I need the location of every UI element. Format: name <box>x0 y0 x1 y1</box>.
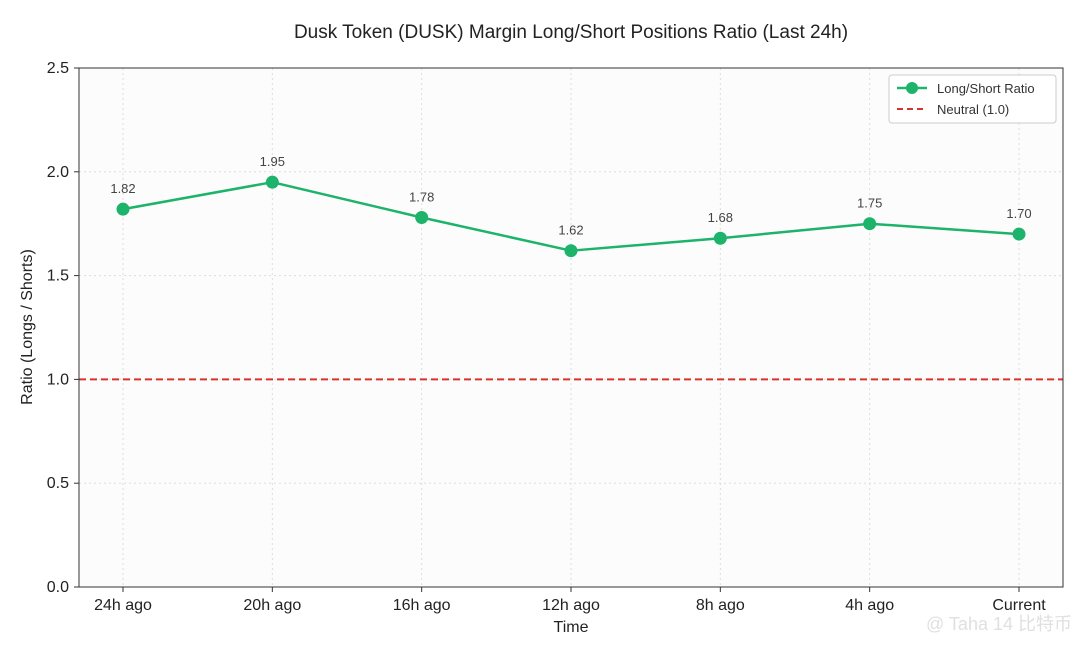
y-axis-ticks: 0.0 0.5 1.0 1.5 2.0 2.5 <box>47 60 79 596</box>
legend-neutral-label: Neutral (1.0) <box>937 102 1009 117</box>
legend: Long/Short Ratio Neutral (1.0) <box>888 74 1057 124</box>
y-tick-label: 2.5 <box>47 60 69 77</box>
data-label: 1.75 <box>857 196 882 211</box>
data-label: 1.95 <box>260 154 285 169</box>
data-point <box>415 210 429 224</box>
chart-title: Dusk Token (DUSK) Margin Long/Short Posi… <box>294 22 848 43</box>
data-point <box>713 231 727 245</box>
series-layer: 1.82 1.95 1.78 1.62 1.68 1.75 1.70 <box>110 154 1032 258</box>
data-point <box>265 175 279 189</box>
data-point <box>1012 227 1026 241</box>
plot-frame <box>78 67 1064 588</box>
legend-series-label: Long/Short Ratio <box>937 81 1035 96</box>
y-tick-label: 0.5 <box>47 475 69 492</box>
legend-box <box>888 74 1057 124</box>
watermark-text: @ Taha 14 比特币 <box>926 614 1072 634</box>
y-tick-label: 2.0 <box>47 164 69 181</box>
x-axis-ticks: 24h ago 20h ago 16h ago 12h ago 8h ago 4h ago… <box>94 587 1046 614</box>
data-label: 1.82 <box>110 181 135 196</box>
y-tick-label: 1.0 <box>47 371 69 388</box>
x-tick-label: Current <box>992 597 1046 614</box>
data-label: 1.70 <box>1006 206 1031 221</box>
x-tick-label: 24h ago <box>94 597 152 614</box>
x-tick-label: 12h ago <box>542 597 600 614</box>
y-tick-label: 0.0 <box>47 579 69 596</box>
legend-series-marker <box>906 82 918 94</box>
data-label: 1.78 <box>409 189 434 204</box>
data-label: 1.68 <box>708 210 733 225</box>
x-axis-label: Time <box>554 619 589 636</box>
data-point <box>564 244 578 258</box>
x-tick-label: 8h ago <box>696 597 745 614</box>
x-tick-label: 16h ago <box>393 597 451 614</box>
x-tick-label: 4h ago <box>845 597 894 614</box>
data-label: 1.62 <box>558 223 583 238</box>
y-axis-label: Ratio (Longs / Shorts) <box>19 249 36 405</box>
data-point <box>863 217 877 231</box>
y-tick-label: 1.5 <box>47 268 69 285</box>
data-point <box>116 202 130 216</box>
x-tick-label: 20h ago <box>243 597 301 614</box>
